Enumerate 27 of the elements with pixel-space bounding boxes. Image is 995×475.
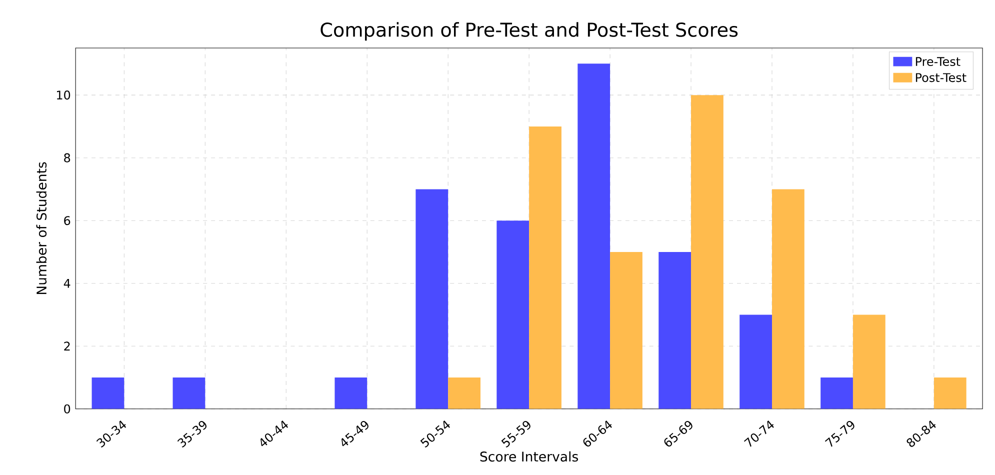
y-tick-label: 4 <box>64 279 70 288</box>
bar <box>772 189 804 409</box>
bar <box>416 189 448 409</box>
y-axis-title: Number of Students <box>36 162 47 294</box>
bar <box>529 126 562 409</box>
bar <box>172 378 206 409</box>
y-tick-label: 6 <box>64 216 70 226</box>
bar <box>934 378 966 409</box>
x-axis-title: Score Intervals <box>480 451 578 462</box>
y-tick-label: 2 <box>64 342 70 351</box>
bar <box>92 378 124 409</box>
bar <box>740 314 772 409</box>
chart-title: Comparison of Pre-Test and Post-Test Scores <box>320 22 738 41</box>
bar <box>496 220 530 409</box>
y-tick-label: 0 <box>64 404 70 414</box>
bar <box>334 378 368 409</box>
bar <box>448 378 480 409</box>
bar <box>852 314 886 409</box>
bar <box>610 252 642 409</box>
y-tick-label: 8 <box>64 153 70 162</box>
y-tick-label: 10 <box>56 90 70 100</box>
legend-label: Pre-Test <box>916 57 960 66</box>
bar <box>578 64 610 409</box>
bar <box>820 378 853 409</box>
bar <box>691 95 724 409</box>
bar <box>658 252 692 409</box>
legend-label: Post-Test <box>916 73 966 82</box>
